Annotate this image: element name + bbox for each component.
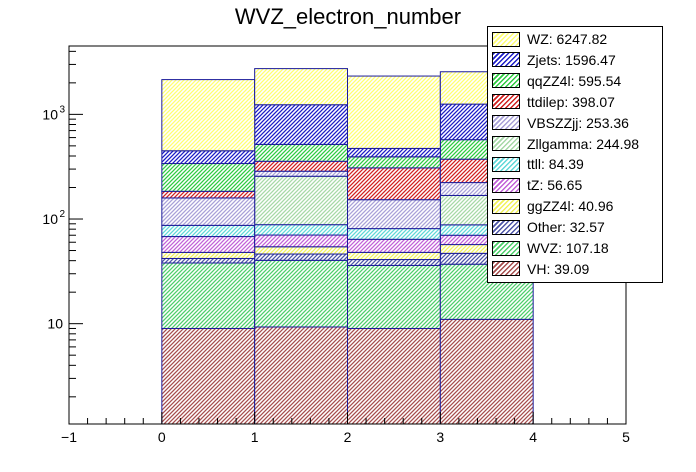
bar-ttdilep-bin-0 xyxy=(161,190,256,199)
legend-label: ttdilep: 398.07 xyxy=(527,93,615,110)
legend-swatch xyxy=(492,136,520,151)
legend: WZ: 6247.82 Zjets: 1596.47 qqZZ4l: 595.54 t… xyxy=(487,26,663,283)
bar-ttdilep-bin-1 xyxy=(254,160,349,172)
legend-entry-ttll: ttll: 84.39 xyxy=(492,155,584,173)
legend-entry-Zllgamma: Zllgamma: 244.98 xyxy=(492,135,639,153)
legend-label: Zllgamma: 244.98 xyxy=(527,135,640,152)
bar-qqZZ4l-bin-1 xyxy=(254,143,349,162)
y-tick-label: 10 xyxy=(47,316,63,332)
legend-label: WZ: 6247.82 xyxy=(527,31,608,47)
legend-label: Other: 32.57 xyxy=(527,219,605,236)
bar-Zjets-bin-2 xyxy=(347,147,441,158)
bar-ttll-bin-2 xyxy=(347,228,441,240)
bar-qqZZ4l-bin-2 xyxy=(347,156,441,169)
bar-WVZ-bin-1 xyxy=(254,259,349,328)
bar-Other-bin-0 xyxy=(161,257,256,264)
legend-label: VBSZZjj: 253.36 xyxy=(527,114,629,131)
legend-swatch xyxy=(492,198,520,214)
bar-VH-bin-0 xyxy=(161,327,256,425)
x-tick-label: −1 xyxy=(61,429,77,445)
legend-label: ggZZ4l: 40.96 xyxy=(527,198,614,215)
legend-entry-WZ: WZ: 6247.82 xyxy=(492,30,607,48)
bar-WVZ-bin-2 xyxy=(347,264,441,329)
x-tick-label: 2 xyxy=(344,429,352,445)
legend-entry-Zjets: Zjets: 1596.47 xyxy=(492,51,616,69)
bar-Zllgamma-bin-1 xyxy=(254,175,349,226)
legend-entry-Other: Other: 32.57 xyxy=(492,218,605,236)
y-tick-exponent: 3 xyxy=(59,104,65,115)
legend-entry-qqZZ4l: qqZZ4l: 595.54 xyxy=(492,72,621,90)
legend-swatch xyxy=(492,219,520,235)
bar-ttll-bin-0 xyxy=(161,224,256,238)
bar-WZ-bin-0 xyxy=(161,79,256,152)
bar-tZ-bin-0 xyxy=(161,236,256,253)
bar-VH-bin-2 xyxy=(347,327,441,425)
bar-tZ-bin-1 xyxy=(254,234,349,248)
bar-WZ-bin-2 xyxy=(347,75,441,149)
legend-entry-tZ: tZ: 56.65 xyxy=(492,176,582,194)
legend-swatch xyxy=(492,73,520,89)
bar-VBSZZjj-bin-1 xyxy=(254,170,349,177)
bar-Zjets-bin-1 xyxy=(254,104,349,145)
bar-qqZZ4l-bin-0 xyxy=(161,163,256,192)
legend-label: tZ: 56.65 xyxy=(527,177,583,194)
x-tick-label: 5 xyxy=(622,429,630,445)
legend-swatch xyxy=(492,177,520,193)
chart-title: WVZ_electron_number xyxy=(234,4,462,29)
x-tick-label: 1 xyxy=(251,429,259,445)
legend-swatch xyxy=(492,156,520,172)
legend-label: ttll: 84.39 xyxy=(527,156,584,173)
y-tick-label: 10 xyxy=(42,106,58,122)
legend-swatch xyxy=(492,240,520,256)
legend-entry-ggZZ4l: ggZZ4l: 40.96 xyxy=(492,197,613,215)
bar-Other-bin-1 xyxy=(254,253,349,261)
bar-VBSZZjj-bin-0 xyxy=(161,197,256,226)
legend-swatch xyxy=(492,52,520,68)
legend-label: VH: 39.09 xyxy=(527,260,590,277)
legend-label: Zjets: 1596.47 xyxy=(527,51,616,68)
x-tick-label: 4 xyxy=(529,429,537,445)
legend-label: WVZ: 107.18 xyxy=(527,240,609,256)
bar-VH-bin-1 xyxy=(254,326,349,425)
bar-ggZZ4l-bin-0 xyxy=(161,251,256,259)
legend-swatch xyxy=(492,94,520,110)
legend-swatch xyxy=(492,261,520,277)
bar-tZ-bin-2 xyxy=(347,238,441,253)
legend-entry-WVZ: WVZ: 107.18 xyxy=(492,239,609,257)
x-tick-label: 0 xyxy=(158,429,166,445)
bar-ggZZ4l-bin-1 xyxy=(254,246,349,255)
y-tick-label: 10 xyxy=(42,211,58,227)
legend-label: qqZZ4l: 595.54 xyxy=(527,72,622,89)
bar-ggZZ4l-bin-2 xyxy=(347,251,441,261)
legend-entry-VH: VH: 39.09 xyxy=(492,260,589,278)
legend-swatch xyxy=(492,31,520,47)
bar-WZ-bin-1 xyxy=(254,68,349,106)
bar-ttdilep-bin-2 xyxy=(347,167,441,201)
bar-Other-bin-2 xyxy=(347,259,441,266)
legend-entry-ttdilep: ttdilep: 398.07 xyxy=(492,93,615,111)
bar-ttll-bin-1 xyxy=(254,224,349,236)
y-tick-exponent: 2 xyxy=(59,209,65,220)
bar-WVZ-bin-0 xyxy=(161,262,256,329)
bar-Zjets-bin-0 xyxy=(161,150,256,165)
bar-VH-bin-3 xyxy=(439,318,534,425)
legend-entry-VBSZZjj: VBSZZjj: 253.36 xyxy=(492,114,629,132)
x-tick-label: 3 xyxy=(436,429,444,445)
legend-swatch xyxy=(492,115,520,131)
bar-VBSZZjj-bin-2 xyxy=(347,199,441,230)
